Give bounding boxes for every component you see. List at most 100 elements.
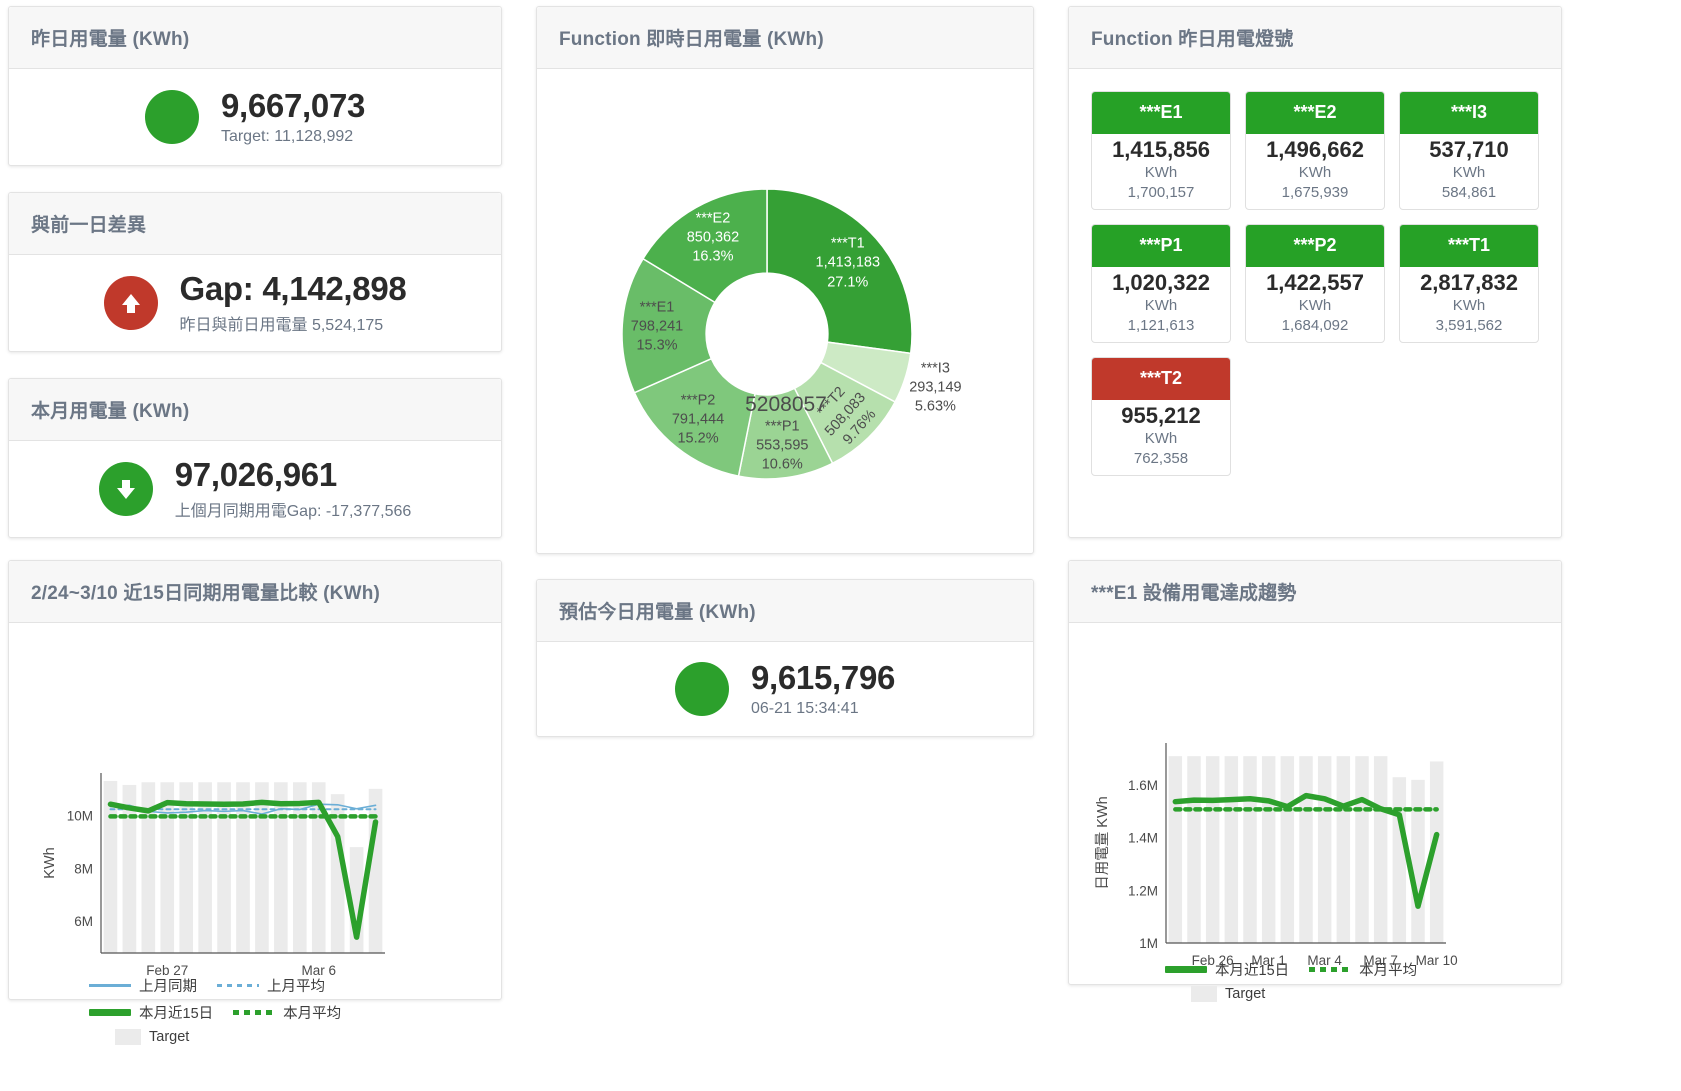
- kpi-timestamp: 06-21 15:34:41: [750, 700, 859, 718]
- status-light-value: 537,710: [1429, 136, 1509, 162]
- status-light-body: 1,496,662 KWh 1,675,939: [1246, 134, 1384, 209]
- status-light-box[interactable]: ***P1 1,020,322 KWh 1,121,613: [1091, 224, 1231, 343]
- status-light-value: 1,020,322: [1112, 269, 1210, 295]
- status-light-target: 1,684,092: [1281, 316, 1349, 334]
- target-bar: [1317, 756, 1332, 943]
- legend-item[interactable]: 本月近15日: [89, 1002, 213, 1023]
- target-bar: [236, 782, 250, 953]
- status-light-body: 1,020,322 KWh 1,121,613: [1092, 267, 1230, 342]
- y-tick-label: 1.2M: [1128, 883, 1158, 898]
- chart-series-line: [107, 799, 379, 940]
- status-light-unit: KWh: [1144, 163, 1178, 181]
- legend-item[interactable]: 本月平均: [233, 1002, 341, 1023]
- kpi-value: 9,615,796: [750, 658, 896, 696]
- green-circle-icon: [144, 90, 199, 144]
- legend-item[interactable]: 本月平均: [1309, 959, 1417, 980]
- card-body: 97,026,961 上個月同期用電Gap: -17,377,566: [9, 441, 501, 537]
- donut-slice[interactable]: [633, 357, 756, 478]
- compare-chart-legend: 上月同期 上月平均本月近15日 本月平均 Target: [89, 975, 341, 1045]
- status-light-body: 2,817,832 KWh 3,591,562: [1400, 267, 1538, 342]
- status-badge: ***I3: [1400, 92, 1538, 134]
- kpi-texts: 9,667,073 Target: 11,128,992: [220, 86, 366, 147]
- kpi-subtext: 昨日與前日用電量 5,524,175: [179, 317, 384, 335]
- legend-row: 本月近15日 本月平均: [89, 1002, 341, 1023]
- status-light-value: 1,422,557: [1266, 269, 1364, 295]
- x-tick-label: Mar 10: [1416, 953, 1458, 968]
- card-compare-15day: 2/24~3/10 近15日同期用電量比較 (KWh) 10M 8M 6M Feb 2…: [8, 560, 502, 1045]
- x-tick-label: Mar 6: [301, 963, 336, 978]
- target-bar: [1280, 756, 1295, 943]
- x-tick-label: Feb 26: [1192, 953, 1234, 968]
- card-header: 預估今日用電量 (KWh): [537, 580, 1033, 642]
- status-light-target: 584,861: [1441, 183, 1497, 201]
- donut-center-total: 5208057: [745, 393, 827, 416]
- status-badge: ***T2: [1092, 358, 1230, 400]
- donut-chart: 5208057 ***T1 1,413,183 27.1% ***I3 293,149 5…: [537, 69, 1033, 553]
- kpi-texts: Gap: 4,142,898 昨日與前日用電量 5,524,175: [179, 270, 407, 336]
- card-header: 與前一日差異: [9, 193, 501, 255]
- target-bar: [1168, 756, 1183, 943]
- kpi-value: 9,667,073: [220, 86, 366, 124]
- status-light-box[interactable]: ***T1 2,817,832 KWh 3,591,562: [1399, 224, 1539, 343]
- status-light-unit: KWh: [1452, 296, 1486, 314]
- kpi-value: 97,026,961: [174, 455, 337, 493]
- card-function-status-lights: Function 昨日用電燈號 ***E1 1,415,856 KWh 1,700,1…: [1068, 6, 1562, 538]
- status-light-value: 1,496,662: [1266, 136, 1364, 162]
- status-light-value: 2,817,832: [1420, 269, 1518, 295]
- status-light-target: 3,591,562: [1435, 316, 1503, 334]
- x-tick-label: Feb 27: [146, 963, 188, 978]
- legend-label: 本月平均: [1359, 963, 1418, 979]
- status-light-box[interactable]: ***I3 537,710 KWh 584,861: [1399, 91, 1539, 210]
- status-light-target: 1,700,157: [1127, 183, 1195, 201]
- target-bar: [1373, 756, 1388, 943]
- target-bar: [292, 782, 307, 953]
- page-title: ***E1 設備用電達成趨勢: [1091, 583, 1297, 604]
- target-bar: [198, 782, 212, 953]
- status-light-box[interactable]: ***E1 1,415,856 KWh 1,700,157: [1091, 91, 1231, 210]
- donut-slice[interactable]: [642, 188, 768, 304]
- legend-swatch-icon: [89, 984, 131, 987]
- status-light-box[interactable]: ***T2 955,212 KWh 762,358: [1091, 357, 1231, 476]
- status-light-box[interactable]: ***P2 1,422,557 KWh 1,684,092: [1245, 224, 1385, 343]
- status-light-body: 537,710 KWh 584,861: [1400, 134, 1538, 209]
- donut-slice[interactable]: [766, 188, 913, 355]
- target-bar: [160, 782, 175, 953]
- status-light-target: 1,121,613: [1127, 316, 1195, 334]
- status-light-value: 955,212: [1121, 402, 1201, 428]
- status-light-unit: KWh: [1144, 296, 1178, 314]
- target-bar: [1187, 756, 1201, 943]
- legend-item[interactable]: Target: [115, 1029, 189, 1045]
- y-axis-title: 日用電量 KWh: [1095, 796, 1111, 889]
- legend-row: Target: [1191, 986, 1417, 1002]
- status-light-body: 1,415,856 KWh 1,700,157: [1092, 134, 1230, 209]
- legend-label: 上月同期: [139, 979, 197, 995]
- legend-item[interactable]: 本月近15日: [1165, 959, 1289, 980]
- target-bar: [274, 782, 288, 953]
- card-body: Gap: 4,142,898 昨日與前日用電量 5,524,175: [9, 255, 501, 351]
- status-badge: ***P2: [1246, 225, 1384, 267]
- page-title: 與前一日差異: [31, 215, 147, 236]
- page-title: Function 昨日用電燈號: [1091, 29, 1294, 50]
- status-light-value: 1,415,856: [1112, 136, 1210, 162]
- legend-item[interactable]: Target: [1191, 986, 1265, 1002]
- status-lights-grid: ***E1 1,415,856 KWh 1,700,157 ***E2 1,496,662…: [1069, 69, 1561, 500]
- status-light-unit: KWh: [1452, 163, 1486, 181]
- e1-trend-chart-legend: 本月近15日 本月平均 Target: [1165, 959, 1417, 1002]
- green-circle-icon: [674, 662, 729, 716]
- e1-trend-chart-svg: 1.6M 1.4M 1.2M 1M Feb 26 Mar 1 Mar 4 Mar 7 Mar 1…: [1095, 743, 1458, 968]
- legend-item[interactable]: 上月同期: [89, 975, 197, 996]
- kpi-subtext: 上個月同期用電Gap: -17,377,566: [174, 503, 412, 521]
- card-body: 10M 8M 6M Feb 27 Mar 6 KWh 上月同期 上月平均 本月近15日 本月平均…: [9, 623, 501, 1045]
- status-light-box[interactable]: ***E2 1,496,662 KWh 1,675,939: [1245, 91, 1385, 210]
- target-bar: [1336, 756, 1351, 943]
- legend-label: 上月平均: [267, 979, 325, 995]
- legend-item[interactable]: 上月平均: [217, 975, 325, 996]
- card-estimate-today: 預估今日用電量 (KWh) 9,615,796 06-21 15:34:41: [536, 579, 1034, 737]
- x-tick-label: Mar 4: [1307, 953, 1342, 968]
- status-badge: ***E1: [1092, 92, 1230, 134]
- card-body: ***E1 1,415,856 KWh 1,700,157 ***E2 1,496,662…: [1069, 69, 1561, 500]
- legend-swatch-icon: [233, 1010, 276, 1015]
- status-light-target: 762,358: [1133, 449, 1189, 467]
- y-tick-label: 1M: [1139, 936, 1158, 951]
- target-bar: [1299, 756, 1313, 943]
